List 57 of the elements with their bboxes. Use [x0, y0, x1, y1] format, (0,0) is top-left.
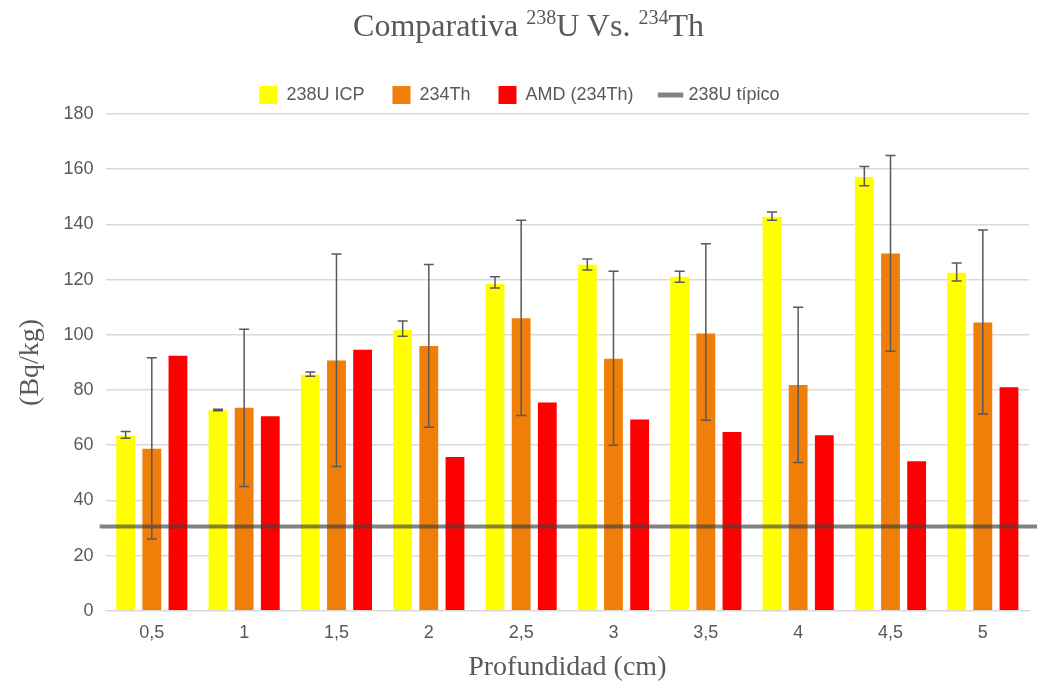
y-tick-label: 60 [73, 434, 94, 455]
legend-label: 238U típico [688, 83, 780, 104]
bar [762, 216, 782, 611]
bar [722, 431, 742, 611]
x-tick-label: 5 [977, 621, 988, 642]
bar [300, 374, 320, 611]
y-tick-label: 40 [73, 489, 94, 510]
x-tick-label: 2 [423, 621, 434, 642]
y-tick-label: 20 [73, 544, 94, 565]
x-tick-label: 2,5 [508, 621, 534, 642]
bar [168, 355, 188, 611]
legend-label: AMD (234Th) [525, 83, 634, 104]
y-tick-label: 100 [63, 323, 94, 344]
y-axis-title: (Bq/kg) [13, 318, 45, 406]
bar [630, 419, 650, 611]
y-tick-label: 160 [63, 158, 94, 179]
legend-label: 238U ICP [286, 83, 365, 104]
bar [947, 272, 967, 611]
bar [537, 402, 557, 611]
bar [511, 318, 531, 611]
x-tick-label: 3 [608, 621, 619, 642]
x-tick-label: 4 [793, 621, 804, 642]
bar [234, 407, 254, 611]
x-tick-label: 0,5 [139, 621, 165, 642]
bar [393, 330, 413, 611]
y-tick-label: 120 [63, 268, 94, 289]
bar [419, 346, 439, 611]
x-tick-label: 1,5 [323, 621, 349, 642]
x-tick-label: 4,5 [877, 621, 904, 642]
bar [973, 322, 993, 611]
bar [999, 387, 1019, 611]
y-tick-label: 140 [63, 213, 94, 234]
y-tick-label: 180 [63, 102, 94, 123]
bar [353, 349, 373, 611]
bar [907, 461, 927, 611]
bar [116, 435, 136, 611]
x-tick-label: 1 [239, 621, 250, 642]
bar [445, 457, 465, 611]
bar [577, 264, 597, 611]
bar [788, 385, 808, 611]
bar [814, 435, 834, 611]
bar [696, 333, 716, 611]
bar [670, 276, 690, 611]
bar [604, 358, 623, 611]
y-tick-label: 80 [73, 378, 94, 399]
bar [142, 448, 162, 611]
x-axis-title: Profundidad (cm) [468, 649, 667, 681]
bar [881, 253, 900, 611]
chart-title: Comparativa $^{238}$U Vs. $^{234}$Th [352, 6, 705, 44]
bar [485, 283, 505, 611]
x-tick-label: 3,5 [693, 621, 719, 642]
bar [208, 410, 228, 611]
legend-label: 234Th [419, 83, 471, 104]
bar [327, 360, 346, 611]
bar [260, 416, 280, 611]
bar [854, 176, 874, 611]
y-tick-label: 0 [83, 599, 94, 620]
